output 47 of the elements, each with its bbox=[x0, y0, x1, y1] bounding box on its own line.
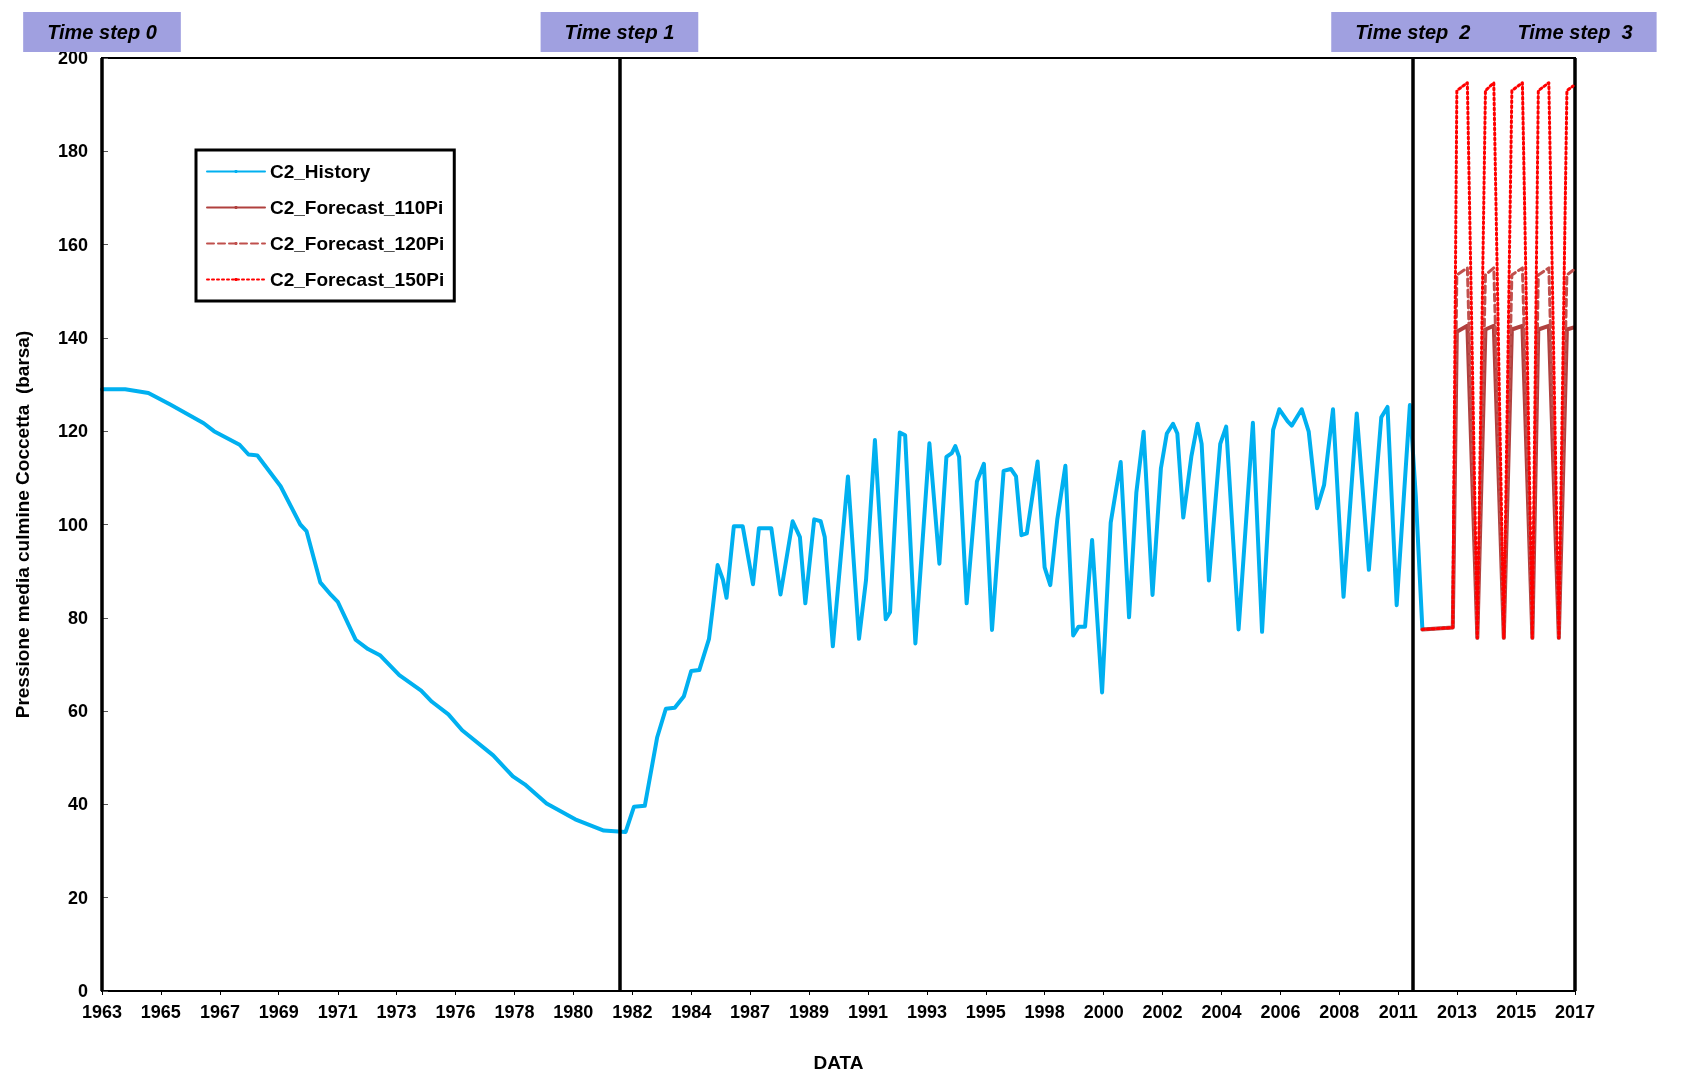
x-axis-title: DATA bbox=[813, 1052, 864, 1073]
x-tick-label: 1998 bbox=[1024, 1002, 1065, 1022]
x-tick-label: 1971 bbox=[317, 1002, 358, 1022]
x-tick-label: 1993 bbox=[906, 1002, 948, 1022]
y-tick-label: 160 bbox=[57, 234, 88, 255]
x-tick-label: 2006 bbox=[1260, 1002, 1301, 1022]
x-tick-label: 1963 bbox=[81, 1002, 123, 1022]
y-tick-label: 120 bbox=[57, 421, 88, 442]
x-tick-label: 1967 bbox=[199, 1002, 240, 1022]
legend-label: C2_Forecast_150Pi bbox=[270, 269, 445, 290]
x-tick-label: 1984 bbox=[671, 1002, 712, 1022]
y-tick-label: 180 bbox=[57, 141, 88, 162]
y-tick-label: 40 bbox=[67, 794, 88, 815]
x-tick-label: 1965 bbox=[140, 1002, 181, 1022]
x-tick-label: 1973 bbox=[376, 1002, 417, 1022]
y-tick-label: 0 bbox=[77, 981, 88, 1001]
x-tick-label: 1976 bbox=[435, 1002, 476, 1022]
legend-label: C2_History bbox=[270, 161, 371, 182]
x-tick-label: 2017 bbox=[1554, 1002, 1596, 1022]
x-tick-label: 2013 bbox=[1437, 1002, 1478, 1022]
legend-label: C2_Forecast_110Pi bbox=[270, 197, 444, 218]
y-axis-title: Pressione media culmine Coccetta (barsa) bbox=[12, 330, 33, 719]
y-tick-label: 20 bbox=[67, 887, 88, 908]
legend-label: C2_Forecast_120Pi bbox=[270, 233, 445, 254]
x-tick-label: 2011 bbox=[1378, 1002, 1418, 1022]
x-tick-label: 2002 bbox=[1142, 1002, 1183, 1022]
x-tick-label: 1978 bbox=[494, 1002, 535, 1022]
ref-line-label: Time step 0 bbox=[47, 21, 157, 43]
y-tick-label: 140 bbox=[57, 327, 88, 348]
x-tick-label: 2015 bbox=[1496, 1002, 1537, 1022]
ref-line-label: Time step 1 bbox=[564, 21, 675, 43]
x-tick-label: 1969 bbox=[258, 1002, 299, 1022]
y-tick-label: 80 bbox=[67, 607, 88, 628]
y-tick-label: 100 bbox=[57, 514, 88, 535]
x-tick-label: 1991 bbox=[847, 1002, 888, 1022]
x-tick-label: 1995 bbox=[965, 1002, 1006, 1022]
x-tick-label: 2008 bbox=[1319, 1002, 1360, 1022]
x-tick-label: 2004 bbox=[1201, 1002, 1242, 1022]
ref-line-label: Time step 3 bbox=[1517, 21, 1633, 43]
ref-line-label: Time step 2 bbox=[1355, 21, 1471, 43]
x-tick-label: 1982 bbox=[612, 1002, 653, 1022]
x-tick-label: 1980 bbox=[553, 1002, 594, 1022]
x-tick-label: 1987 bbox=[729, 1002, 771, 1022]
y-tick-label: 60 bbox=[67, 701, 88, 722]
x-tick-label: 2000 bbox=[1083, 1002, 1124, 1022]
x-tick-label: 1989 bbox=[789, 1002, 830, 1022]
line-series bbox=[1420, 81, 1575, 640]
